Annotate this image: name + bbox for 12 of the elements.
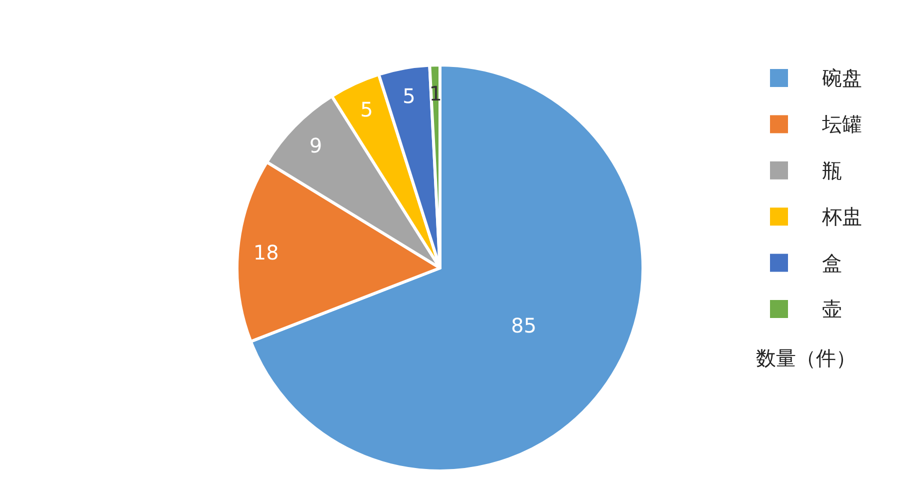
legend-label: 壶 (822, 297, 842, 321)
data-label: 5 (402, 84, 416, 108)
legend-label: 杯盅 (821, 204, 862, 229)
legend-label: 碗盘 (822, 66, 862, 90)
legend-label: 坛罐 (821, 112, 862, 136)
data-label: 9 (309, 133, 322, 158)
data-label: 5 (360, 98, 373, 122)
legend-label: 盒 (822, 250, 842, 275)
data-label: 85 (511, 313, 536, 338)
legend-title: 数量（件） (756, 346, 856, 370)
legend-label: 瓶 (822, 158, 842, 182)
data-label: 18 (253, 240, 279, 264)
